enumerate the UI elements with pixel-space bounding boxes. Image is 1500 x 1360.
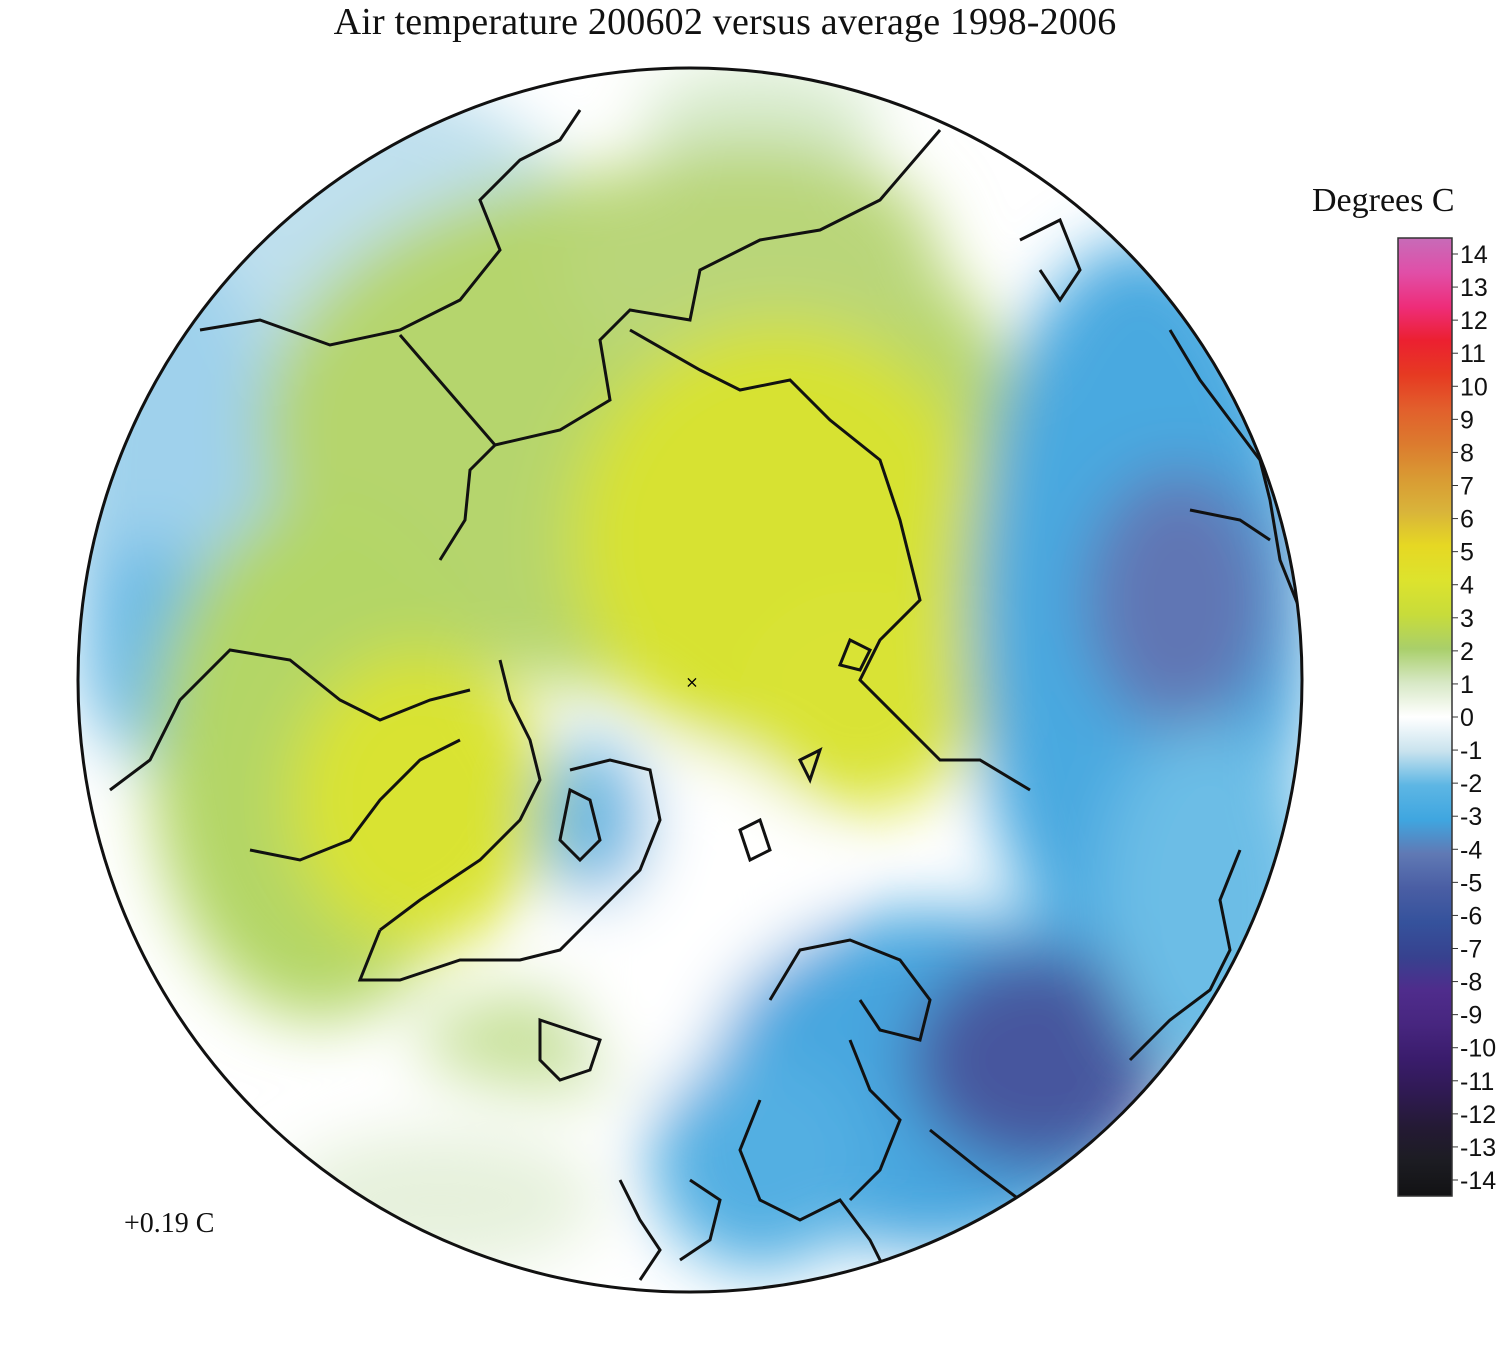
legend-title: Degrees C xyxy=(1312,182,1455,219)
legend-tick-label: -7 xyxy=(1460,936,1482,964)
legend-tick-label: 8 xyxy=(1460,439,1474,467)
legend-tick-label: 2 xyxy=(1460,638,1474,666)
legend-tick-label: 6 xyxy=(1460,506,1474,534)
legend-tick-label: 13 xyxy=(1460,274,1488,302)
legend-tick-label: -12 xyxy=(1460,1101,1496,1129)
mean-anomaly-label: +0.19 C xyxy=(124,1208,215,1239)
legend-tick-label: 4 xyxy=(1460,572,1474,600)
legend-tick-label: 5 xyxy=(1460,539,1474,567)
legend-tick-label: -6 xyxy=(1460,902,1482,930)
legend-tick-label: -5 xyxy=(1460,869,1482,897)
legend-tick-label: 0 xyxy=(1460,704,1474,732)
north-pole-marker: × xyxy=(685,673,698,692)
legend-tick-label: -10 xyxy=(1460,1035,1496,1063)
coastlines xyxy=(109,109,1302,1292)
legend-color-bar xyxy=(1397,237,1453,1197)
legend-tick-label: 7 xyxy=(1460,473,1474,501)
legend-tick-label: -9 xyxy=(1460,1002,1482,1030)
legend-tick-label: -14 xyxy=(1460,1167,1496,1195)
legend-tick-label: -1 xyxy=(1460,737,1482,765)
color-legend: 14131211109876543210-1-2-3-4-5-6-7-8-9-1… xyxy=(1397,237,1496,1197)
legend-tick-label: 11 xyxy=(1460,340,1486,368)
legend-tick-label: 10 xyxy=(1460,373,1488,401)
legend-tick-label: 1 xyxy=(1460,671,1474,699)
legend-tick-label: -3 xyxy=(1460,803,1482,831)
legend-tick-label: -13 xyxy=(1460,1134,1496,1162)
legend-tick-label: 9 xyxy=(1460,406,1474,434)
legend-tick-label: 3 xyxy=(1460,605,1474,633)
legend-tick-label: -11 xyxy=(1460,1068,1494,1096)
legend-tick-label: -8 xyxy=(1460,969,1482,997)
legend-tick-label: -2 xyxy=(1460,770,1482,798)
legend-tick-label: -4 xyxy=(1460,836,1482,864)
map-title: Air temperature 200602 versus average 19… xyxy=(333,1,1117,43)
legend-tick-label: 12 xyxy=(1460,307,1488,335)
legend-tick-label: 14 xyxy=(1460,241,1488,269)
map-boundary-circle xyxy=(76,66,1304,1294)
